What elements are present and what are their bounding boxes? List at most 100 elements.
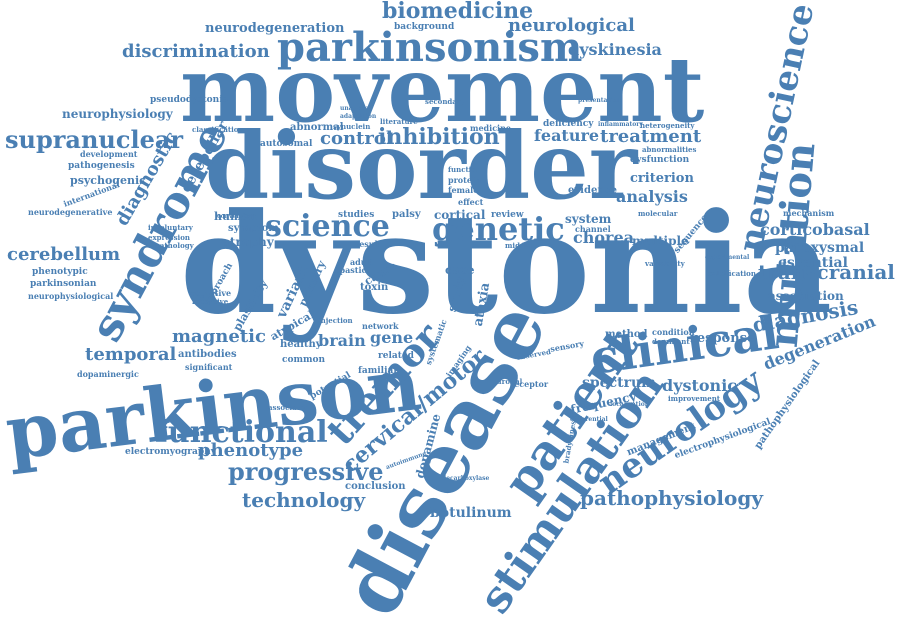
word-healthy: healthy bbox=[280, 339, 322, 350]
word-system: system bbox=[565, 212, 612, 226]
word-familial: familial bbox=[358, 366, 397, 376]
word-electromyography: electromyography bbox=[125, 447, 216, 457]
word-molecular: molecular bbox=[638, 209, 678, 218]
word-symptom: symptom bbox=[228, 223, 279, 234]
word-spastic: spastic bbox=[335, 265, 367, 275]
word-neurodegenerative: neurodegenerative bbox=[28, 207, 113, 217]
word-condition: condition bbox=[652, 327, 695, 337]
word-neurophysiological: neurophysiological bbox=[28, 291, 114, 301]
word-heterogeneity: heterogeneity bbox=[640, 121, 695, 130]
word-disorder: disorder bbox=[205, 112, 638, 220]
word-localization: localization bbox=[610, 401, 650, 408]
word-network: network bbox=[362, 321, 399, 331]
word-case: case bbox=[445, 263, 475, 277]
word-inflammatory: inflammatory bbox=[598, 121, 643, 128]
word-biomedicine: biomedicine bbox=[382, 0, 534, 24]
word-atrophy: atrophy bbox=[222, 235, 274, 249]
word-significant: significant bbox=[185, 362, 233, 372]
word-injection: injection bbox=[318, 316, 353, 325]
word-dystonia: dystonia bbox=[180, 182, 833, 345]
word-feature: feature bbox=[534, 126, 600, 145]
word-deficiency: deficiency bbox=[543, 119, 594, 129]
word-background: background bbox=[394, 22, 455, 32]
word-discrimination: discrimination bbox=[122, 41, 270, 62]
word-development: development bbox=[80, 149, 138, 159]
word-paroxysmal: paroxysmal bbox=[775, 240, 865, 256]
word-presentation: presentation bbox=[578, 97, 621, 104]
word-cognitive: cognitive bbox=[190, 288, 232, 298]
word-neurodegeneration: neurodegeneration bbox=[205, 21, 345, 36]
word-toxin: toxin bbox=[360, 282, 389, 293]
word-dystonic: dystonic bbox=[662, 376, 738, 395]
word-association: association bbox=[768, 289, 844, 303]
word-function: function bbox=[448, 165, 482, 174]
word-pathophysiological: pathophysiological bbox=[752, 358, 823, 452]
word-improvement: improvement bbox=[668, 394, 721, 403]
word-functional: functional bbox=[155, 415, 328, 450]
word-protein: protein bbox=[448, 175, 481, 185]
word-result: result bbox=[355, 239, 382, 249]
word-analysis: analysis bbox=[616, 187, 688, 206]
word-science: science bbox=[265, 209, 390, 244]
word-adult: adult bbox=[350, 257, 374, 267]
word-gene: gene bbox=[370, 328, 414, 347]
word-studies: studies bbox=[338, 210, 375, 220]
word-botulinum: botulinum bbox=[430, 505, 512, 521]
word-classification: classification bbox=[192, 125, 244, 134]
word-corticobasal: corticobasal bbox=[760, 220, 870, 239]
word-neurophysiology: neurophysiology bbox=[62, 107, 173, 121]
word-movement: movement bbox=[180, 37, 705, 143]
word-cortical: cortical bbox=[434, 208, 486, 222]
word-synuclein: synuclein bbox=[333, 122, 371, 131]
word-common: common bbox=[282, 355, 326, 365]
word-variability: variability bbox=[645, 259, 685, 268]
word-phenotypic: phenotypic bbox=[32, 267, 88, 277]
word-review: review bbox=[491, 210, 524, 220]
word-evidence: evidence bbox=[568, 185, 618, 196]
word-palsy: palsy bbox=[392, 209, 421, 220]
word-magnetic: magnetic bbox=[172, 326, 266, 347]
word-control: control bbox=[320, 128, 393, 149]
word-criterion: criterion bbox=[630, 171, 694, 186]
word-secondary: secondary bbox=[425, 97, 465, 106]
word-pathology: pathology bbox=[155, 241, 194, 250]
word-experimental: experimental bbox=[705, 254, 750, 261]
word-pathophysiology: pathophysiology bbox=[580, 486, 763, 510]
word-receptive: receptive bbox=[192, 297, 229, 306]
word-unaware: unaware bbox=[340, 105, 369, 112]
word-calcification: calcification bbox=[708, 269, 756, 278]
word-supranuclear: supranuclear bbox=[5, 125, 184, 154]
word-transcranial: transcranial bbox=[758, 260, 895, 284]
word-chorea: chorea bbox=[573, 228, 635, 247]
word-middle: middle bbox=[505, 241, 532, 250]
word-abnormalities: abnormalities bbox=[642, 145, 697, 154]
word-conclusion: conclusion bbox=[345, 481, 406, 492]
word-method: method bbox=[605, 329, 648, 340]
word-decarboxylase: decarboxylase bbox=[442, 475, 490, 482]
word-progressive: progressive bbox=[228, 457, 384, 486]
word-parkinsonism: parkinsonism bbox=[277, 24, 583, 71]
word-inhibition: inhibition bbox=[378, 124, 500, 150]
word-female: female bbox=[448, 185, 479, 195]
word-neurological: neurological bbox=[508, 15, 635, 36]
word-dominant: dominant bbox=[652, 337, 690, 346]
word-effect: effect bbox=[458, 197, 484, 207]
word-conversion: conversion bbox=[217, 213, 254, 220]
word-neuronal: neuronal bbox=[487, 377, 523, 386]
word-involuntary: involuntary bbox=[148, 223, 193, 232]
word-differential: differential bbox=[570, 416, 608, 423]
word-autosomal: autosomal bbox=[260, 139, 313, 149]
word-dopaminergic: dopaminergic bbox=[77, 369, 139, 379]
word-essential: essential bbox=[778, 255, 848, 271]
word-multiple: multiple bbox=[632, 234, 689, 248]
word-dyskinesia: dyskinesia bbox=[568, 40, 662, 59]
word-response: response bbox=[690, 331, 756, 346]
word-parkinsonian: parkinsonian bbox=[30, 279, 97, 289]
word-expression: expression bbox=[148, 233, 190, 242]
word-human: human bbox=[214, 210, 257, 223]
word-antibodies: antibodies bbox=[178, 349, 237, 360]
word-dysfunction: dysfunction bbox=[630, 155, 690, 165]
word-technology: technology bbox=[242, 488, 366, 512]
word-pathogenesis: pathogenesis bbox=[68, 161, 135, 171]
